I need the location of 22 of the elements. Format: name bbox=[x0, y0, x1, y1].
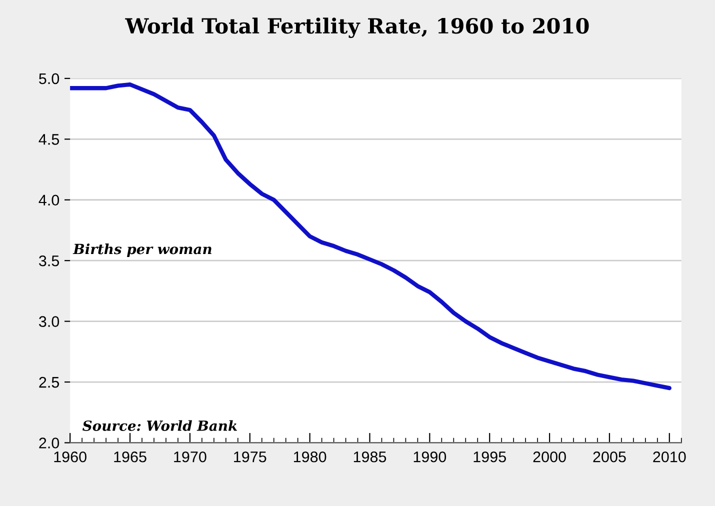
annotation: Source: World Bank bbox=[82, 420, 237, 431]
y-tick-label: 3.0 bbox=[39, 316, 60, 327]
line-series bbox=[70, 82, 672, 390]
x-tick-label: 1985 bbox=[354, 451, 386, 462]
y-axis-title: Births per woman bbox=[72, 244, 212, 257]
x-tick-label: 1960 bbox=[54, 451, 86, 462]
x-tick-label: 1995 bbox=[474, 451, 506, 462]
y-tick-label: 4.0 bbox=[38, 194, 60, 206]
x-tick-label: 1970 bbox=[174, 451, 206, 462]
y-tick-label: 2.5 bbox=[39, 376, 60, 388]
x-tick-label: 1990 bbox=[414, 451, 446, 462]
x-tick-label: 2000 bbox=[533, 451, 566, 462]
y-tick-label: 4.5 bbox=[38, 134, 60, 145]
x-tick-label: 2010 bbox=[653, 451, 686, 462]
y-tick-label: 5.0 bbox=[39, 73, 60, 84]
x-tick-label: 1975 bbox=[234, 451, 266, 462]
y-tick-label: 3.5 bbox=[39, 255, 60, 266]
x-tick-label: 1980 bbox=[294, 451, 326, 462]
y-tick-label: 2.0 bbox=[39, 438, 60, 448]
chart-title: World Total Fertility Rate, 1960 to 2010 bbox=[125, 18, 589, 38]
x-tick-label: 2005 bbox=[593, 451, 626, 462]
x-tick-label: 1965 bbox=[114, 451, 146, 462]
